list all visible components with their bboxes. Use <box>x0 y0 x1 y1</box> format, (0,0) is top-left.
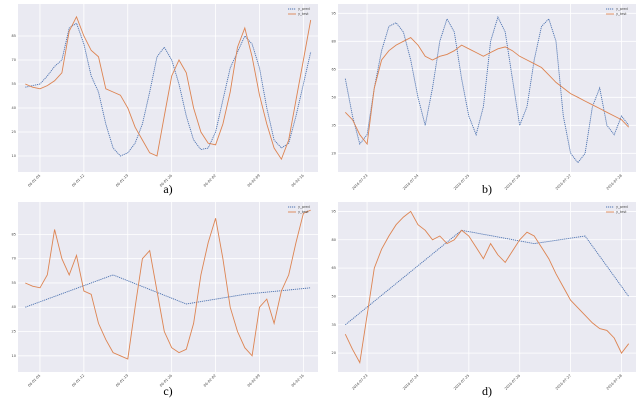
y-tick-label: 20 <box>332 351 336 355</box>
panel-caption: a) <box>163 182 172 196</box>
series-line <box>344 15 630 164</box>
y-tick-label: 25 <box>12 330 16 334</box>
y-tick-label: 55 <box>12 281 16 285</box>
series-line <box>344 210 630 364</box>
panel: 20 35 50 65 80 95 2016-07-23 2016-07-24 2016-07-… <box>332 4 636 196</box>
y-tick-label: 10 <box>12 154 16 158</box>
legend-label: y_test <box>616 210 627 214</box>
y-tick-label: 35 <box>332 323 336 327</box>
plot-area <box>338 4 636 172</box>
legend-label: y_pred <box>616 205 628 209</box>
y-tick-label: 25 <box>12 130 16 134</box>
x-tick-label: 06-02-09 <box>247 374 261 388</box>
legend-label: y_test <box>298 210 309 214</box>
legend-label: y_pred <box>298 205 310 209</box>
x-tick-label: 2016-07-27 <box>555 174 572 191</box>
y-tick-label: 95 <box>332 11 336 15</box>
x-tick-label: 06-01-12 <box>71 374 85 388</box>
legend-label: y_test <box>298 12 309 16</box>
x-tick-label: 06-01-12 <box>71 174 85 188</box>
series-line <box>25 274 311 308</box>
x-tick-label: 2016-07-28 <box>606 174 623 191</box>
y-tick-label: 20 <box>332 151 336 155</box>
panel: 10 25 40 55 70 85 06-01-05 06-01-12 06-01-19 06-0… <box>12 4 318 196</box>
legend-label: y_pred <box>616 7 628 11</box>
legend-label: y_test <box>616 12 627 16</box>
x-tick-label: 2016-07-24 <box>402 173 420 191</box>
x-tick-label: 2016-07-25 <box>453 174 470 191</box>
panel-caption: c) <box>163 384 172 398</box>
x-tick-label: 2016-07-23 <box>351 374 368 391</box>
x-tick-label: 2016-07-27 <box>555 374 572 391</box>
panel-caption: d) <box>482 384 492 398</box>
y-tick-label: 50 <box>332 95 336 99</box>
y-tick-label: 50 <box>332 294 336 298</box>
y-tick-label: 10 <box>12 354 16 358</box>
x-tick-label: 2016-07-24 <box>402 373 420 391</box>
panel-caption: b) <box>482 182 492 196</box>
x-tick-label: 06-02-09 <box>247 174 261 188</box>
y-tick-label: 65 <box>332 67 336 71</box>
series-line <box>25 209 311 360</box>
y-tick-label: 40 <box>12 305 16 309</box>
x-tick-label: 2016-07-26 <box>504 174 521 191</box>
y-tick-label: 55 <box>12 82 16 86</box>
x-tick-label: 06-02-16 <box>291 174 305 188</box>
y-tick-label: 70 <box>12 257 16 261</box>
series-line <box>344 37 630 146</box>
x-tick-label: 06-01-19 <box>115 174 129 188</box>
legend-label: y_pred <box>298 7 310 11</box>
x-tick-label: 06-02-02 <box>203 374 217 388</box>
y-tick-label: 35 <box>332 123 336 127</box>
y-tick-label: 80 <box>332 238 336 242</box>
x-tick-label: 2016-07-28 <box>606 374 623 391</box>
y-tick-label: 85 <box>12 232 16 236</box>
x-tick-label: 06-02-16 <box>291 374 305 388</box>
plot-area <box>338 202 636 372</box>
y-tick-label: 80 <box>332 39 336 43</box>
y-tick-label: 95 <box>332 209 336 213</box>
x-tick-label: 06-01-05 <box>27 174 41 188</box>
panel: 10 25 40 55 70 85 06-01-05 06-01-12 06-01-19 06-0… <box>12 202 318 398</box>
x-tick-label: 06-01-05 <box>27 374 41 388</box>
plot-area <box>18 202 318 372</box>
x-tick-label: 06-02-02 <box>203 174 217 188</box>
y-tick-label: 70 <box>12 58 16 62</box>
x-tick-label: 06-01-19 <box>115 374 129 388</box>
x-tick-label: 2016-07-26 <box>504 374 521 391</box>
y-tick-label: 65 <box>332 266 336 270</box>
series-line <box>25 15 312 161</box>
y-tick-label: 40 <box>12 106 16 110</box>
series-line <box>25 22 312 157</box>
x-tick-label: 2016-07-25 <box>453 374 470 391</box>
panel: 20 35 50 65 80 95 2016-07-23 2016-07-24 2016-07-… <box>332 202 636 398</box>
plot-area <box>18 4 318 172</box>
y-tick-label: 85 <box>12 34 16 38</box>
x-tick-label: 2016-07-23 <box>351 174 368 191</box>
